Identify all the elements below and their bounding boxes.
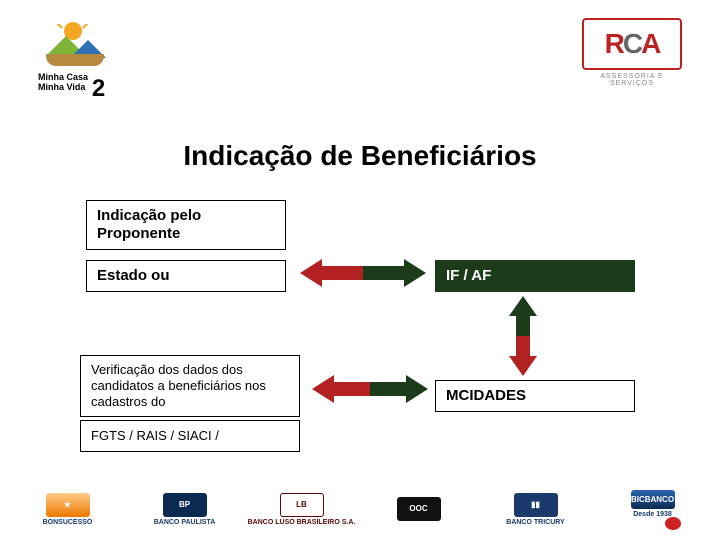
slide-title: Indicação de Beneficiários	[0, 140, 720, 172]
paulista-label: BANCO PAULISTA	[154, 519, 216, 527]
bonsucesso-label: BONSUCESSO	[43, 519, 93, 527]
bonsucesso-badge-icon: ★	[46, 493, 90, 517]
bic-sub: Desde 1938	[633, 511, 672, 519]
box-mcidades: MCIDADES	[435, 380, 635, 412]
tricury-badge-icon: ▮▮	[514, 493, 558, 517]
box-cadastros: FGTS / RAIS / SIACI /	[80, 420, 300, 452]
rca-sub: ASSESSORIA E SERVIÇOS	[582, 73, 682, 87]
mcmv-text: Minha Casa Minha Vida 2	[38, 72, 148, 94]
rca-box: RCA	[582, 18, 682, 70]
arrow-ifaf-mcidades	[506, 296, 540, 376]
ooc-badge-icon: OOC	[397, 497, 441, 521]
mcmv-line2: Minha Vida	[38, 82, 85, 92]
box-indicacao-proponente: Indicação pelo Proponente	[86, 200, 286, 250]
box-verificacao: Verificação dos dados dos candidatos a b…	[80, 355, 300, 417]
logo-bonsucesso: ★ BONSUCESSO	[12, 490, 123, 530]
luso-badge-icon: LB	[280, 493, 324, 517]
luso-label: BANCO LUSO BRASILEIRO S.A.	[248, 519, 356, 527]
tricury-label: BANCO TRICURY	[506, 519, 564, 527]
arrow-estado-ifaf	[300, 256, 426, 290]
logo-luso: LB BANCO LUSO BRASILEIRO S.A.	[246, 490, 357, 530]
mcmv-icon	[52, 24, 112, 68]
mcmv-suffix: 2	[92, 84, 105, 94]
logo-bicbanco: BICBANCO Desde 1938	[597, 490, 708, 530]
rca-a: A	[641, 28, 659, 59]
ground-icon	[46, 54, 104, 66]
rca-c: C	[623, 28, 641, 59]
logo-tricury: ▮▮ BANCO TRICURY	[480, 490, 591, 530]
slide-root: Minha Casa Minha Vida 2 RCA ASSESSORIA E…	[0, 0, 720, 540]
arrow-verificacao-mcidades	[312, 372, 428, 406]
bic-badge-icon: BICBANCO	[631, 490, 675, 509]
rca-r: R	[605, 28, 623, 59]
box-estado-ou: Estado ou	[86, 260, 286, 292]
logo-ooc: OOC	[363, 490, 474, 530]
rca-letters: RCA	[605, 28, 660, 60]
logo-paulista: BP BANCO PAULISTA	[129, 490, 240, 530]
logo-rca: RCA ASSESSORIA E SERVIÇOS	[582, 18, 682, 94]
bic-seal-icon	[665, 517, 681, 530]
logo-minha-casa: Minha Casa Minha Vida 2	[38, 24, 148, 104]
mcmv-line1: Minha Casa	[38, 72, 88, 82]
box-if-af: IF / AF	[435, 260, 635, 292]
footer-logo-strip: ★ BONSUCESSO BP BANCO PAULISTA LB BANCO …	[0, 480, 720, 540]
paulista-badge-icon: BP	[163, 493, 207, 517]
